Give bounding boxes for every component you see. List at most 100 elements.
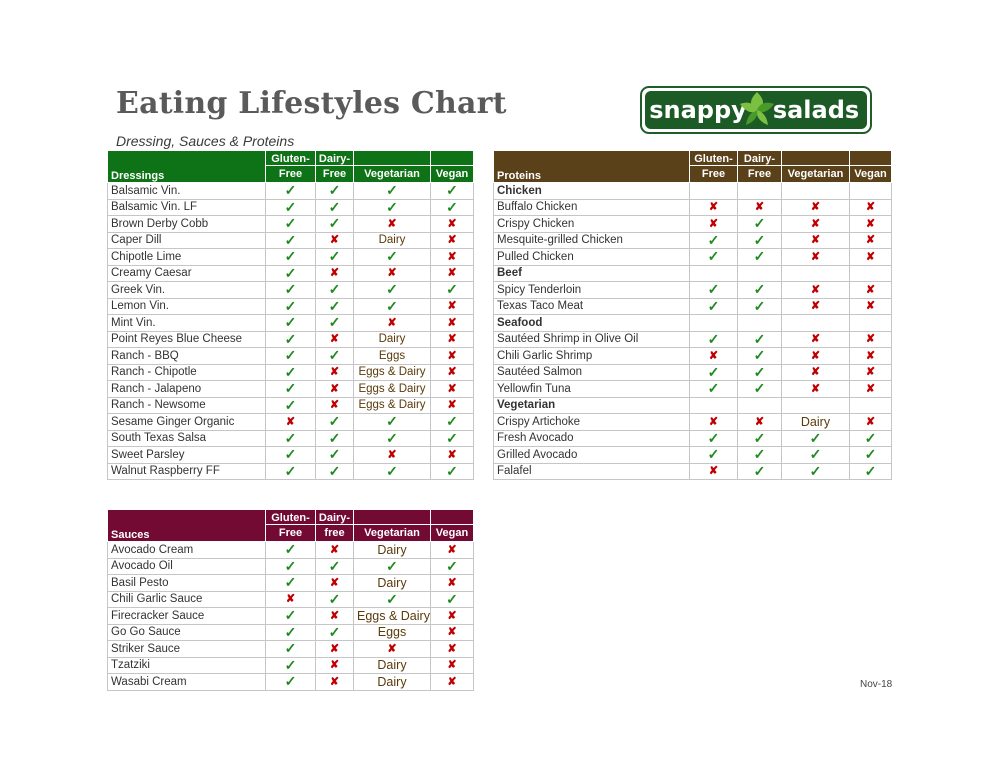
cell-gf: ✓	[689, 281, 738, 299]
check-icon: ✓	[284, 265, 297, 281]
cell-veg: ✓	[353, 297, 431, 315]
cross-icon: ✘	[447, 349, 457, 362]
cell-vegan: ✘	[849, 281, 892, 299]
table-row: Mesquite-grilled Chicken ✓ ✓ ✘ ✘	[493, 231, 892, 249]
check-icon: ✓	[753, 463, 766, 479]
cell-vegan: ✘	[430, 380, 474, 398]
cell-vegan: ✘	[430, 656, 474, 674]
item-name: Avocado Oil	[107, 557, 266, 575]
check-icon: ✓	[284, 574, 297, 591]
check-icon: ✓	[284, 657, 297, 673]
logo-text-right: salads	[773, 96, 859, 124]
empty-cell	[689, 182, 738, 200]
check-icon: ✓	[328, 199, 341, 215]
check-icon: ✓	[284, 232, 297, 248]
table-row: Balsamic Vin. ✓ ✓ ✓ ✓	[107, 182, 474, 200]
check-icon: ✓	[446, 558, 458, 574]
contains-text: Dairy	[800, 414, 831, 429]
cell-gf: ✓	[265, 330, 316, 348]
item-name: Balsamic Vin. LF	[107, 198, 266, 216]
cross-icon: ✘	[865, 415, 876, 428]
cell-veg: ✘	[353, 215, 431, 233]
cross-icon: ✘	[387, 217, 397, 230]
cell-vegan: ✘	[849, 231, 892, 249]
cell-vegan: ✓	[430, 413, 474, 431]
cell-veg: ✘	[781, 231, 850, 249]
empty-cell	[849, 314, 892, 332]
cross-icon: ✘	[810, 201, 821, 214]
check-icon: ✓	[284, 558, 297, 574]
cell-gf: ✓	[689, 248, 738, 266]
check-icon: ✓	[386, 182, 398, 199]
cell-gf: ✓	[265, 264, 316, 282]
table-row: Sautéed Shrimp in Olive Oil ✓ ✓ ✘ ✘	[493, 330, 892, 348]
check-icon: ✓	[446, 182, 458, 199]
check-icon: ✓	[328, 298, 341, 314]
cell-df: ✓	[315, 413, 354, 431]
cell-veg: ✘	[781, 347, 850, 365]
cell-veg: ✓	[781, 446, 850, 464]
cell-gf: ✓	[689, 297, 738, 315]
cross-icon: ✘	[447, 366, 457, 379]
table-row: Avocado Cream ✓ ✘ Dairy ✘	[107, 541, 474, 559]
cell-df: ✘	[737, 198, 782, 216]
contains-text: Eggs	[378, 349, 406, 362]
col-vegan: Vegan	[430, 524, 474, 542]
table-row: Sweet Parsley ✓ ✓ ✘ ✘	[107, 446, 474, 464]
col-gluten-free: Free	[265, 524, 316, 542]
cell-df: ✓	[315, 281, 354, 299]
cell-df: ✘	[315, 656, 354, 674]
check-icon: ✓	[284, 347, 297, 364]
cell-df: ✓	[737, 446, 782, 464]
item-name: Texas Taco Meat	[493, 297, 690, 315]
check-icon: ✓	[753, 380, 766, 397]
cell-gf: ✓	[265, 281, 316, 299]
cell-gf: ✓	[265, 363, 316, 381]
check-icon: ✓	[284, 607, 297, 624]
check-icon: ✓	[328, 314, 341, 331]
item-name: Ranch - Jalapeno	[107, 380, 266, 398]
contains-text: Eggs & Dairy	[357, 608, 430, 623]
cell-df: ✘	[315, 574, 354, 592]
cross-icon: ✘	[810, 283, 821, 296]
cell-gf: ✘	[689, 215, 738, 233]
empty-cell	[781, 264, 850, 282]
cell-gf: ✘	[689, 198, 738, 216]
check-icon: ✓	[328, 248, 341, 265]
contains-text: Dairy	[378, 234, 406, 247]
cell-vegan: ✓	[430, 462, 474, 480]
table-row: Avocado Oil ✓ ✓ ✓ ✓	[107, 557, 474, 575]
item-name: Greek Vin.	[107, 281, 266, 299]
item-name: Brown Derby Cobb	[107, 215, 266, 233]
table-row: Beef	[493, 264, 892, 282]
check-icon: ✓	[328, 215, 341, 232]
cell-gf: ✘	[265, 413, 316, 431]
check-icon: ✓	[284, 397, 297, 413]
table-row: Texas Taco Meat ✓ ✓ ✘ ✘	[493, 297, 892, 315]
cross-icon: ✘	[865, 283, 876, 296]
cell-veg: Dairy	[353, 574, 431, 592]
cell-veg: Dairy	[353, 330, 431, 348]
check-icon: ✓	[284, 199, 297, 215]
cell-vegan: ✓	[430, 557, 474, 575]
item-name: South Texas Salsa	[107, 429, 266, 447]
cell-gf: ✓	[689, 380, 738, 398]
check-icon: ✓	[284, 541, 297, 558]
table-row: Crispy Chicken ✘ ✓ ✘ ✘	[493, 215, 892, 233]
table-row: Seafood	[493, 314, 892, 332]
cross-icon: ✘	[387, 642, 397, 655]
cell-gf: ✓	[265, 429, 316, 447]
contains-text: Dairy	[377, 575, 407, 590]
cross-icon: ✘	[447, 675, 457, 688]
check-icon: ✓	[864, 430, 877, 446]
col-gluten-free: Free	[689, 165, 738, 183]
check-icon: ✓	[328, 446, 341, 463]
cell-veg: ✘	[781, 215, 850, 233]
cross-icon: ✘	[810, 382, 821, 395]
cell-gf: ✓	[265, 182, 316, 200]
cell-vegan: ✓	[430, 198, 474, 216]
check-icon: ✓	[753, 430, 766, 446]
item-name: Falafel	[493, 462, 690, 480]
dressings-header: Dressings	[107, 150, 266, 183]
cell-df: ✓	[315, 198, 354, 216]
